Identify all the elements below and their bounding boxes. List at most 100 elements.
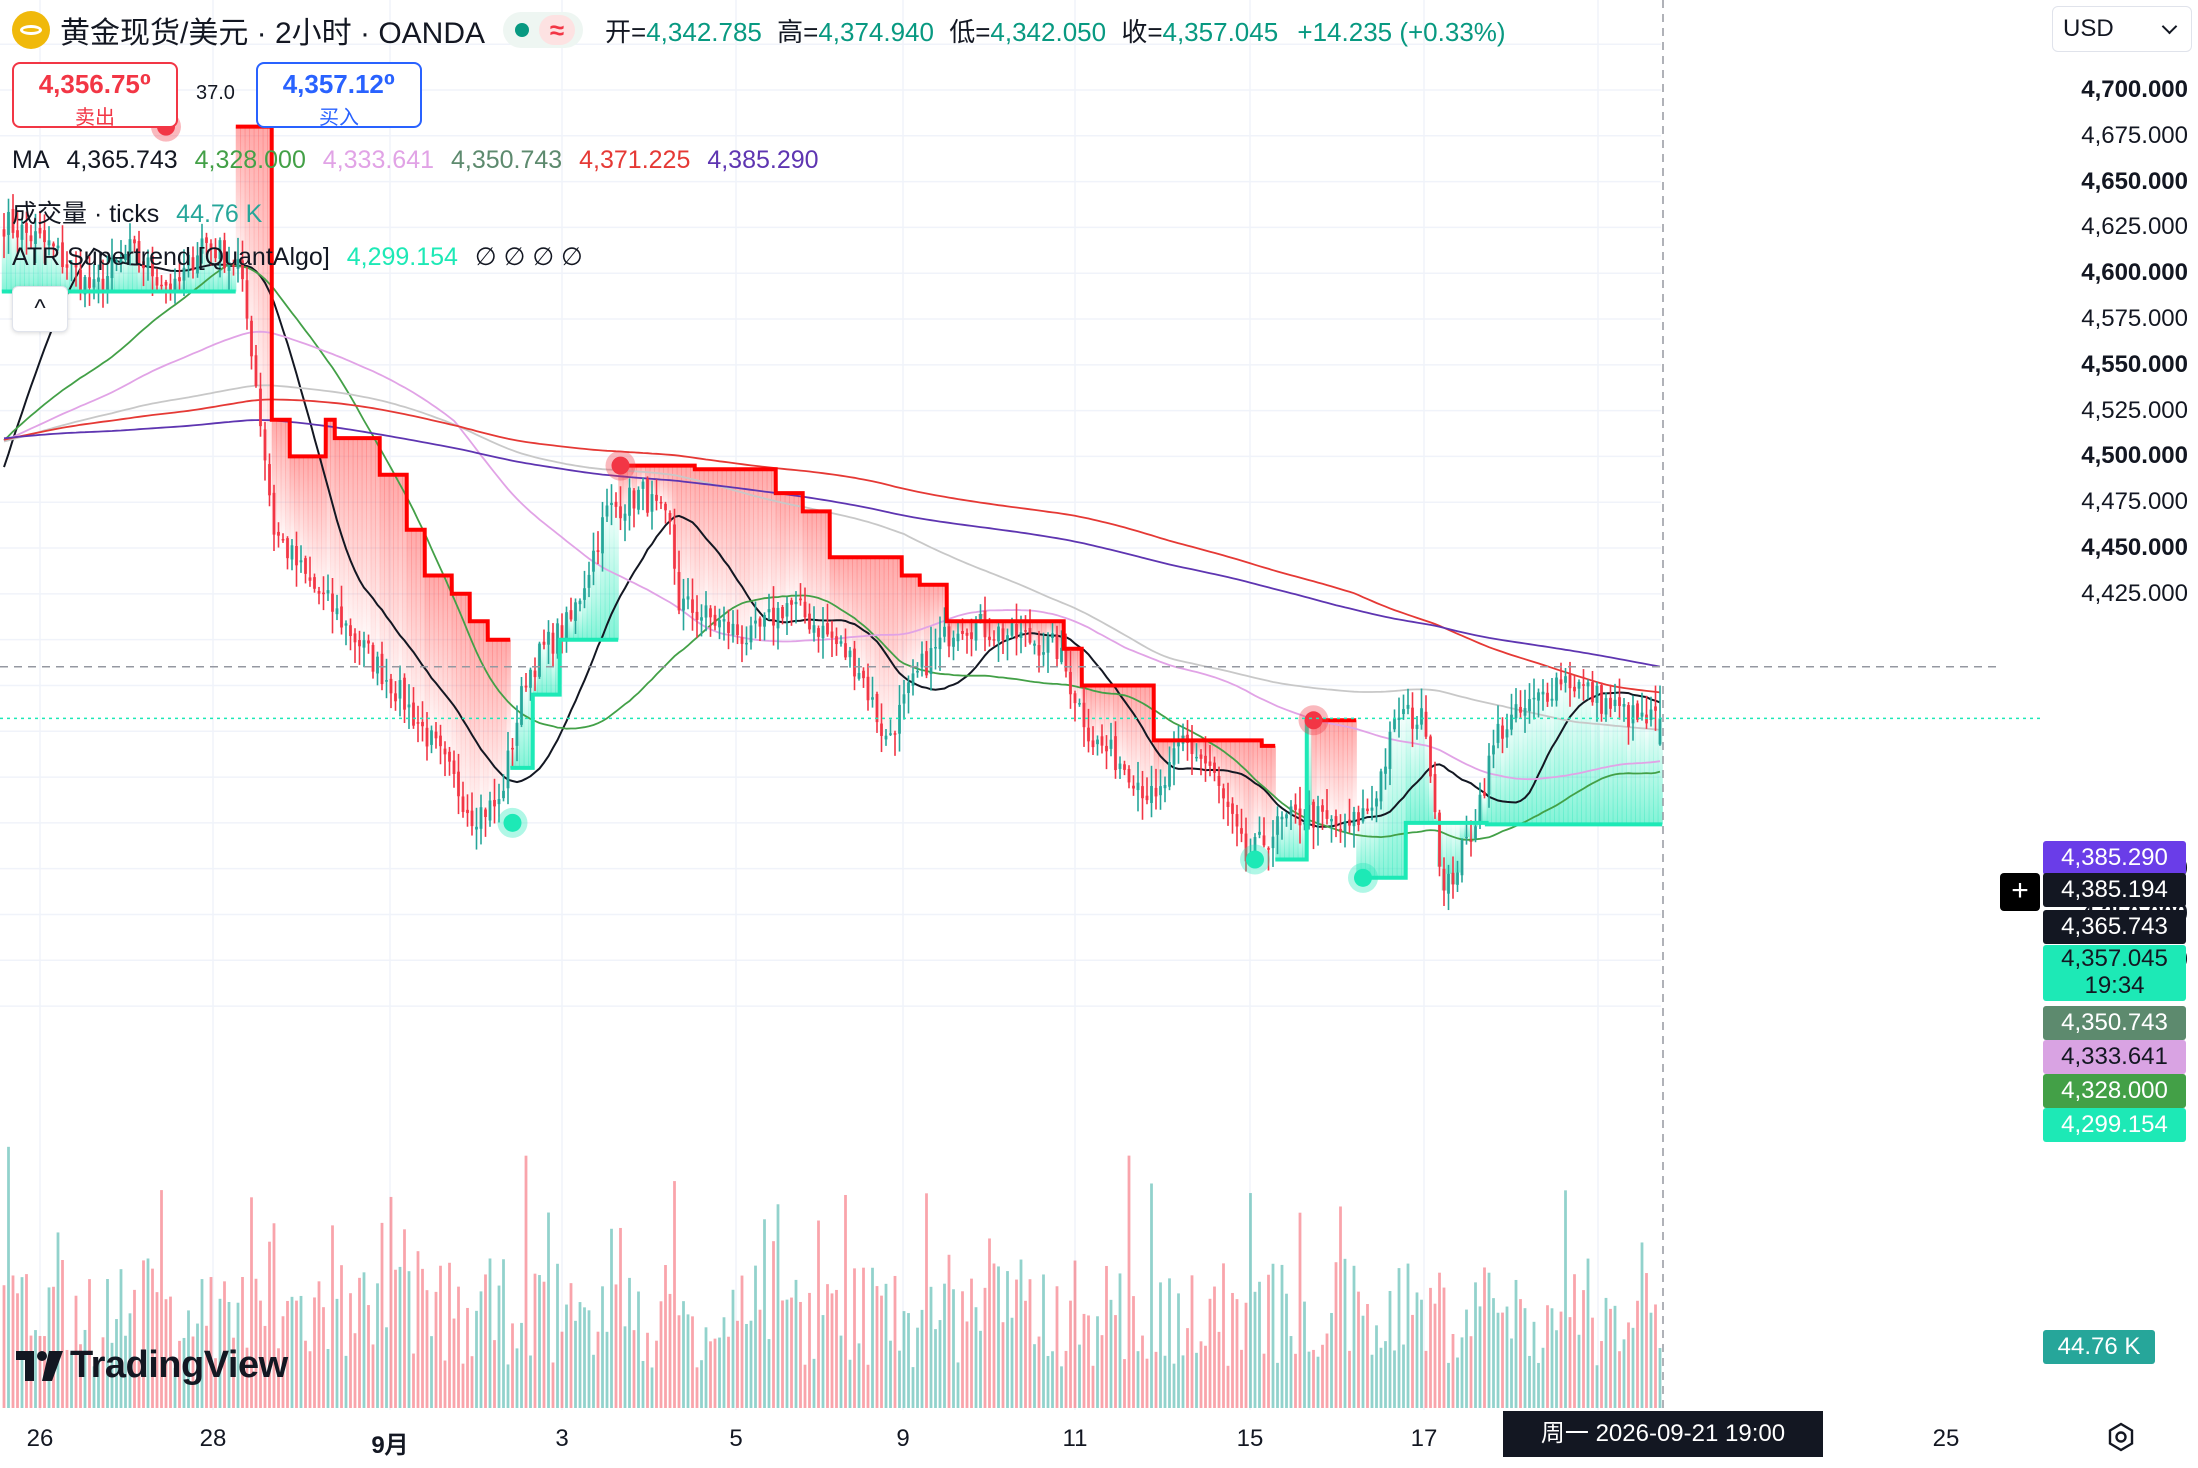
symbol-title[interactable]: 黄金现货/美元 · 2小时 · OANDA xyxy=(60,17,486,50)
supertrend-fill-slice xyxy=(541,644,547,695)
volume-bar xyxy=(677,1315,681,1408)
candle-body xyxy=(488,800,492,821)
supertrend-fill-slice xyxy=(735,469,741,636)
supertrend-fill-slice xyxy=(1320,720,1326,812)
supertrend-fill-slice xyxy=(523,687,529,768)
supertrend-fill-slice xyxy=(856,557,862,674)
candle-body xyxy=(1501,725,1504,739)
volume-bar xyxy=(2,1285,6,1408)
candle-body xyxy=(925,651,928,676)
ma-line xyxy=(3,247,1661,828)
supertrend-fill-slice xyxy=(208,248,214,292)
ma-value-6: 4,385.290 xyxy=(707,146,819,174)
volume-bar xyxy=(178,1340,181,1408)
volume-bar xyxy=(1042,1274,1045,1408)
volume-bar xyxy=(619,1227,622,1408)
candle-body xyxy=(79,269,82,291)
currency-select[interactable]: USD xyxy=(2052,6,2192,52)
volume-bar xyxy=(560,1331,564,1408)
volume-bar xyxy=(1217,1331,1221,1408)
volume-bar xyxy=(1024,1300,1027,1408)
candle-body xyxy=(1217,775,1221,786)
candle-body xyxy=(515,722,519,746)
candle-body xyxy=(1114,736,1117,771)
volume-bar xyxy=(1276,1362,1279,1408)
volume-bar xyxy=(349,1293,352,1408)
gold-symbol-icon xyxy=(12,11,50,49)
volume-bar xyxy=(1001,1322,1005,1408)
volume-bar xyxy=(1618,1351,1621,1408)
volume-bar xyxy=(1424,1350,1428,1408)
candle-body xyxy=(1514,704,1518,719)
volume-bar xyxy=(947,1254,951,1408)
supertrend-fill-slice xyxy=(114,260,120,292)
candle-body xyxy=(61,242,64,268)
signal-dot xyxy=(1246,850,1264,869)
candle-body xyxy=(533,670,537,678)
volume-bar xyxy=(650,1367,654,1408)
sell-button[interactable]: 4,356.75⁰ 卖出 xyxy=(12,62,178,129)
volume-bar xyxy=(686,1314,690,1408)
tradingview-logo[interactable]: TradingView xyxy=(16,1344,288,1387)
candle-body xyxy=(745,642,748,645)
volume-bar xyxy=(1451,1333,1455,1408)
add-alert-plus-icon[interactable]: + xyxy=(2000,873,2040,911)
volume-bar xyxy=(817,1220,820,1408)
candle-body xyxy=(227,262,231,271)
ma-value-3: 4,333.641 xyxy=(322,146,435,174)
candle-body xyxy=(1352,811,1356,827)
market-status[interactable]: ≈ xyxy=(503,12,584,48)
candle-body xyxy=(349,625,352,637)
volume-bar xyxy=(452,1318,456,1408)
candle-body xyxy=(308,577,312,581)
candle-body xyxy=(1276,816,1279,835)
supertrend-fill-slice xyxy=(424,575,430,747)
ma-legend[interactable]: MA 4,365.743 4,328.000 4,333.641 4,350.7… xyxy=(12,146,829,175)
supertrend-fill-slice xyxy=(1423,736,1429,823)
supertrend-fill-slice xyxy=(348,438,354,637)
buy-button[interactable]: 4,357.12⁰ 买入 xyxy=(256,62,422,129)
candle-body xyxy=(1235,814,1239,827)
candle-body xyxy=(1631,705,1635,724)
time-axis-tick: 26 xyxy=(26,1425,54,1452)
candle-body xyxy=(1375,798,1378,807)
low-label: 低= xyxy=(949,16,991,47)
supertrend-fill-slice xyxy=(1531,697,1537,825)
supertrend-legend[interactable]: ATR Supertrend [QuantAlgo] 4,299.154 ∅ ∅… xyxy=(12,242,593,272)
candle-body xyxy=(1532,697,1536,700)
candle-body xyxy=(1627,705,1630,727)
volume-legend[interactable]: 成交量 · ticks 44.76 K xyxy=(12,194,272,230)
supertrend-fill-slice xyxy=(1401,709,1407,878)
candle-body xyxy=(304,558,307,574)
supertrend-fill-slice xyxy=(1239,740,1245,834)
volume-bar xyxy=(700,1360,703,1408)
volume-bar xyxy=(218,1298,222,1408)
chart-settings-gear-icon[interactable] xyxy=(2106,1422,2136,1452)
candle-body xyxy=(763,615,766,627)
candle-body xyxy=(538,643,541,677)
volume-bar xyxy=(398,1266,402,1408)
candle-body xyxy=(574,602,577,621)
supertrend-fill-slice xyxy=(276,419,282,536)
supertrend-fill-slice xyxy=(919,584,925,654)
candle-body xyxy=(947,626,951,647)
supertrend-fill-slice xyxy=(321,456,327,593)
volume-bar xyxy=(470,1356,474,1408)
supertrend-fill-slice xyxy=(442,575,448,755)
collapse-legend-button[interactable]: ^ xyxy=(12,286,68,332)
supertrend-segment xyxy=(618,463,1276,748)
volume-bars xyxy=(2,1146,1662,1408)
supertrend-fill-slice xyxy=(253,126,259,386)
candle-body xyxy=(772,607,775,626)
supertrend-fill-slice xyxy=(1545,701,1551,825)
candle-body xyxy=(695,611,699,620)
supertrend-fill-slice xyxy=(1558,684,1564,825)
candle-body xyxy=(1190,741,1194,755)
volume-bar xyxy=(142,1260,145,1408)
candle-body xyxy=(1222,788,1225,799)
volume-bar xyxy=(7,1146,10,1408)
candle-body xyxy=(830,631,834,638)
candle-body xyxy=(623,513,627,521)
supertrend-fill-slice xyxy=(1095,685,1101,740)
